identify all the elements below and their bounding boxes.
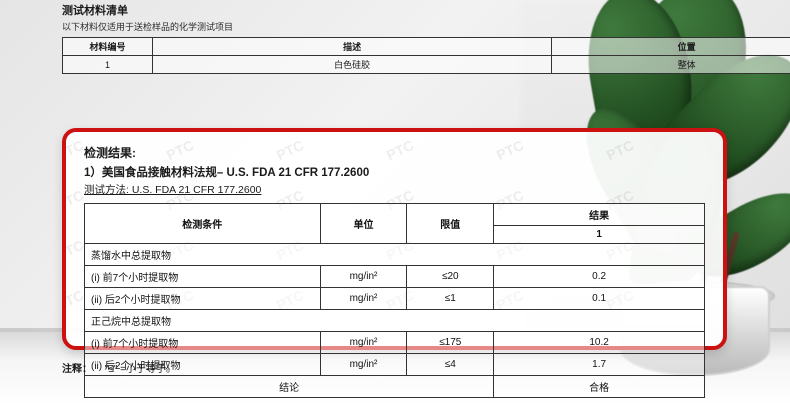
- results-row-conclusion: 结论 合格: [85, 376, 705, 398]
- results-row-data-2: (ii) 后2个小时提取物 mg/in² ≤1 0.1: [85, 288, 705, 310]
- materials-col-pos: 位置: [552, 38, 790, 56]
- note-text: "≤" =小于等于。: [105, 364, 176, 375]
- results-col-unit: 单位: [320, 204, 407, 244]
- results-heading: 检测结果:: [84, 144, 705, 161]
- results-col-result-header: 结果: [494, 204, 705, 226]
- materials-title: 测试材料清单: [62, 2, 662, 18]
- materials-subtitle: 以下材料仅适用于送检样品的化学测试项目: [62, 20, 662, 33]
- results-row-data-1: (i) 前7个小时提取物 mg/in² ≤20 0.2: [85, 266, 705, 288]
- materials-col-id: 材料编号: [63, 38, 153, 56]
- note-section: 注释： "≤" =小于等于。: [62, 360, 176, 375]
- results-subtitle: 1）美国食品接触材料法规– U.S. FDA 21 CFR 177.2600: [84, 164, 705, 180]
- test-results-highlight-box: PTC PTC PTC PTC PTC PTC PTC PTC PTC PTC …: [62, 128, 727, 350]
- materials-header-section: 测试材料清单 以下材料仅适用于送检样品的化学测试项目 材料编号 描述 位置 1 …: [62, 0, 662, 74]
- materials-col-desc: 描述: [152, 38, 551, 56]
- results-col-condition: 检测条件: [85, 204, 321, 244]
- results-method-label: 测试方法: U.S. FDA 21 CFR 177.2600: [84, 182, 705, 197]
- results-col-result-subvalue: 1: [494, 226, 705, 244]
- document-area: 测试材料清单 以下材料仅适用于送检样品的化学测试项目 材料编号 描述 位置 1 …: [0, 0, 790, 406]
- results-row-data-4: (ii) 后2个小时提取物 mg/in² ≤4 1.7: [85, 354, 705, 376]
- materials-row-1: 1 白色硅胶 整体: [63, 56, 790, 74]
- materials-table: 材料编号 描述 位置 1 白色硅胶 整体: [62, 37, 790, 74]
- results-row-section-hexane: 正己烷中总提取物: [85, 310, 705, 332]
- results-row-section-distilled: 蒸馏水中总提取物: [85, 244, 705, 266]
- note-label: 注释：: [62, 364, 92, 375]
- results-row-data-3: (i) 前7个小时提取物 mg/in² ≤175 10.2: [85, 332, 705, 354]
- results-table: 检测条件 单位 限值 结果 1 蒸馏水中总提取物 (i) 前7个小时提取物 mg…: [84, 203, 705, 398]
- results-col-limit: 限值: [407, 204, 494, 244]
